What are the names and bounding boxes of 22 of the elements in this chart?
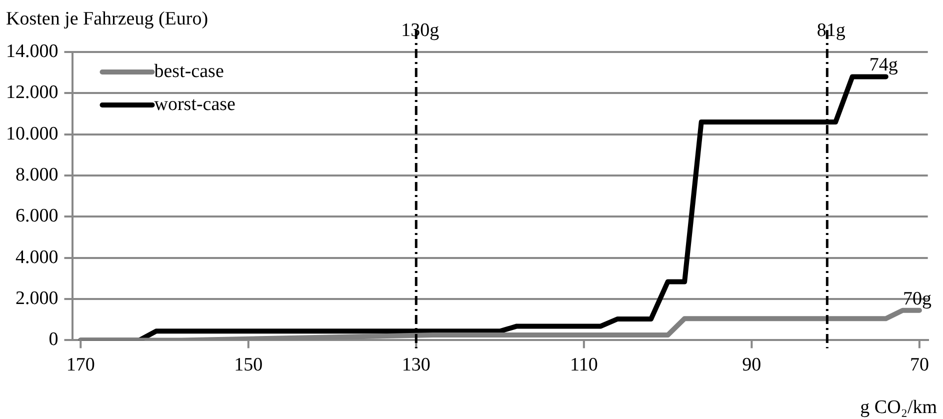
y-tick-label: 6.000 — [16, 206, 58, 227]
x-axis-title: g CO₂/km — [860, 397, 938, 418]
x-tick-label: 170 — [66, 354, 95, 376]
y-tick-label: 4.000 — [16, 246, 58, 268]
legend-label: best-case — [154, 60, 224, 82]
annotation: 70g — [902, 288, 932, 310]
y-tick-label: 8.000 — [16, 164, 58, 186]
x-tick-label: 130 — [402, 354, 430, 376]
x-tick-label: 90 — [742, 354, 762, 376]
y-axis-title: Kosten je Fahrzeug (Euro) — [6, 8, 208, 30]
x-tick-label: 150 — [234, 354, 263, 376]
y-tick-label: 0 — [48, 329, 58, 350]
ref-line-label: 130g — [401, 20, 440, 41]
annotation: 74g — [869, 54, 898, 76]
ref-line-label: 81g — [816, 20, 846, 41]
y-tick-label: 2.000 — [16, 288, 58, 310]
y-tick-label: 14.000 — [6, 40, 58, 62]
x-tick-label: 110 — [570, 354, 598, 376]
y-tick-label: 10.000 — [6, 123, 58, 144]
legend-label: worst-case — [154, 94, 236, 115]
x-tick-label: 70 — [910, 354, 929, 376]
y-tick-label: 12.000 — [6, 82, 58, 104]
